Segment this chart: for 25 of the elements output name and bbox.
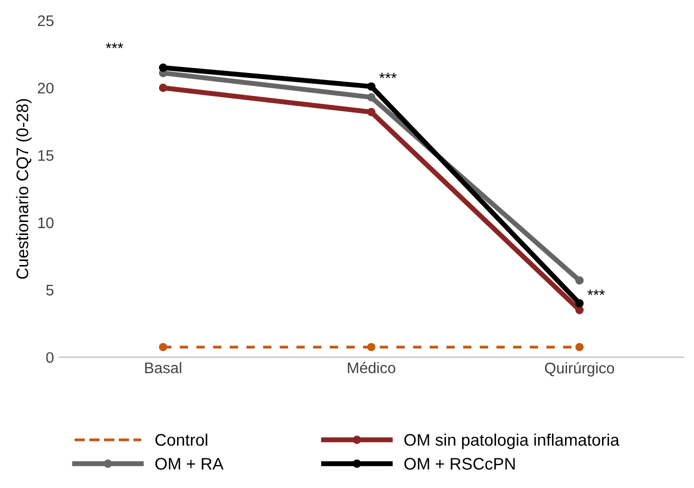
point	[158, 63, 168, 72]
point	[367, 93, 376, 102]
point	[575, 299, 584, 308]
annotation: ***	[106, 42, 124, 48]
x-tick-label: Basal	[145, 362, 182, 374]
x-tick-label: Quirúrgico	[544, 362, 614, 376]
x-tick-label: Médico	[348, 362, 396, 374]
point	[367, 108, 376, 116]
y-tick-label: 0	[46, 352, 54, 363]
point	[158, 84, 168, 92]
annotation: ***	[379, 72, 397, 78]
y-tick-label: 5	[46, 284, 54, 296]
y-tick-label: 25	[38, 15, 54, 26]
legend-label: OM + RA	[155, 458, 224, 470]
annotation: ***	[587, 290, 605, 296]
legend-label: OM sin patologia inflamatoria	[404, 434, 620, 450]
point	[367, 82, 376, 91]
y-tick-label: 10	[38, 217, 54, 228]
legend-label: OM + RSCcPN	[404, 458, 515, 470]
y-tick-label: 15	[38, 150, 54, 161]
point	[575, 306, 584, 314]
point	[575, 276, 584, 285]
y-tick-label: 20	[38, 82, 54, 94]
y-axis-title: Cuestionario CQ7 (0-28)	[16, 99, 32, 279]
legend-label: Control	[155, 434, 208, 446]
